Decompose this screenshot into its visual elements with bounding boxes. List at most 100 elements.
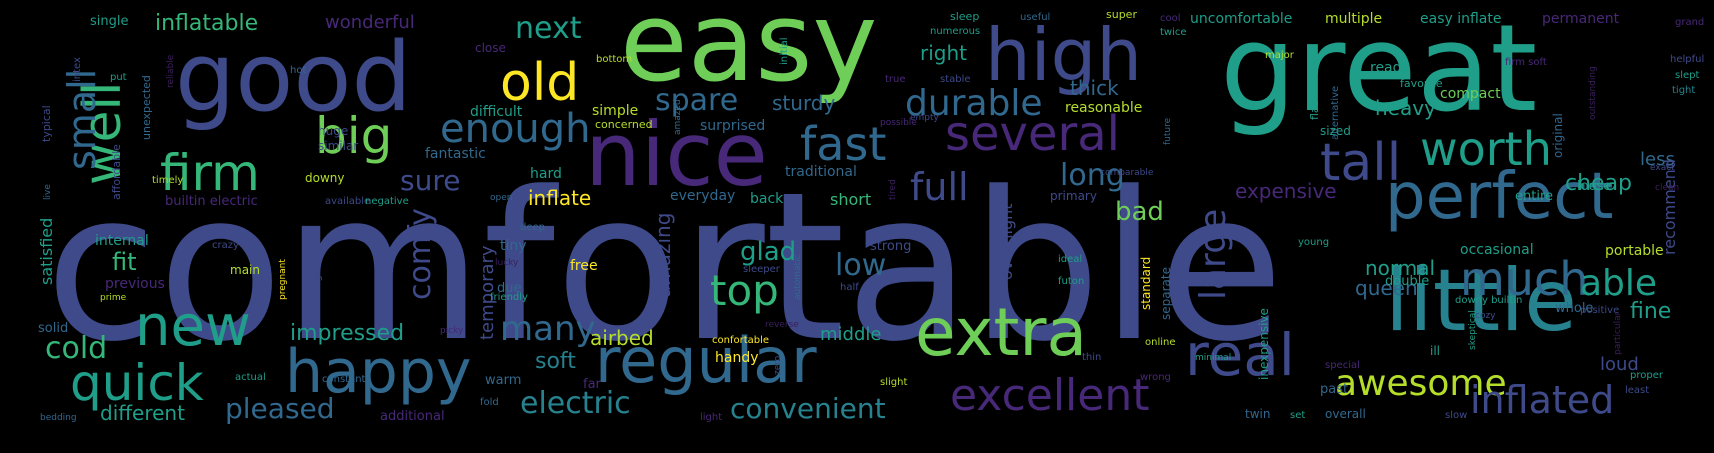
word-easy-inflate: easy inflate xyxy=(1420,11,1501,27)
word-fine: fine xyxy=(1630,299,1671,324)
word-super: super xyxy=(1106,8,1137,21)
word-next: next xyxy=(515,11,582,46)
word-prime: prime xyxy=(100,293,127,303)
word-excellent: excellent xyxy=(950,370,1149,421)
word-glad: glad xyxy=(740,237,796,267)
word-due: due xyxy=(497,281,522,296)
word-different: different xyxy=(100,401,185,425)
word-affordable: affordable xyxy=(110,144,123,200)
word-full: full xyxy=(910,165,969,209)
word-automatic: automatic xyxy=(793,254,803,300)
word-ready: ready xyxy=(1370,60,1410,76)
word-possible: possible xyxy=(880,118,917,128)
word-large: large xyxy=(1193,209,1234,300)
word-main: main xyxy=(230,263,260,277)
word-alternative: alternative xyxy=(1330,86,1341,140)
word-occasional: occasional xyxy=(1460,242,1534,258)
word-portable: portable xyxy=(1605,243,1664,259)
word-difficult: difficult xyxy=(470,104,523,120)
word-sleep: sleep xyxy=(950,10,979,23)
word-middle: middle xyxy=(820,324,881,345)
word-tall: tall xyxy=(1320,133,1401,193)
word-little: little xyxy=(1385,251,1577,351)
word-timely: timely xyxy=(152,175,183,186)
word-unexpected: unexpected xyxy=(140,75,153,140)
word-bottom: bottom xyxy=(596,54,632,65)
word-reverse: reverse xyxy=(765,320,799,330)
word-twin: twin xyxy=(1245,407,1270,421)
word-sturdy: sturdy xyxy=(772,91,836,115)
word-able: able xyxy=(1580,263,1657,304)
word-thin: thin xyxy=(1082,352,1101,363)
word-electric: electric xyxy=(520,386,631,421)
word-solid: solid xyxy=(38,321,68,336)
word-past: past xyxy=(1320,382,1348,397)
word-stable: stable xyxy=(940,74,971,85)
word-many: many xyxy=(500,309,596,349)
word-available: available xyxy=(325,196,370,207)
word-builtin-electric: builtin electric xyxy=(165,194,258,209)
word-grand: grand xyxy=(1675,17,1704,28)
word-reasonable: reasonable xyxy=(1065,100,1142,116)
word-cold: cold xyxy=(45,331,107,366)
word-slept: slept xyxy=(1675,70,1699,81)
word-comfy: comfy xyxy=(403,208,438,300)
word-convenient: convenient xyxy=(730,392,886,425)
word-minimal: minimal xyxy=(1195,353,1231,363)
word-extra: extra xyxy=(915,294,1087,371)
word-friendly: friendly xyxy=(490,292,528,303)
word-outstanding: outstanding xyxy=(1588,66,1598,120)
word-twice: twice xyxy=(1160,27,1187,38)
word-open: open xyxy=(490,193,512,203)
word-long: long xyxy=(1060,158,1125,193)
word-internal: internal xyxy=(95,233,149,249)
word-wonderful: wonderful xyxy=(325,12,415,33)
word-slow: slow xyxy=(1445,410,1467,421)
word-firm-soft: firm soft xyxy=(1505,57,1547,68)
word-everyday: everyday xyxy=(670,188,735,204)
word-loose: loose xyxy=(1577,179,1611,194)
word-young: young xyxy=(1298,237,1329,248)
word-quick: quick xyxy=(70,354,204,412)
word-pregnant: pregnant xyxy=(278,259,288,300)
word-well: well xyxy=(73,82,133,185)
word-tired: tired xyxy=(888,179,898,200)
word-picky: picky xyxy=(440,326,464,336)
word-cozy: cozy xyxy=(1475,311,1496,321)
word-real: real xyxy=(1185,321,1295,389)
word-wrong: wrong xyxy=(1140,372,1171,383)
word-recommend: recommend xyxy=(1660,159,1679,255)
word-amazed: amazed xyxy=(673,99,683,135)
word-helpful: helpful xyxy=(1670,54,1704,65)
word-inexpensive: inexpensive xyxy=(1257,308,1271,380)
word-typical: typical xyxy=(40,105,53,142)
word-proper: proper xyxy=(1630,370,1664,381)
word-awesome: awesome xyxy=(1335,363,1507,404)
word-major: major xyxy=(1265,50,1295,61)
word-sized: sized xyxy=(1320,124,1351,138)
word-temporary: temporary xyxy=(477,245,498,340)
word-lucky: lucky xyxy=(495,258,519,268)
word-cheap: cheap xyxy=(1565,171,1632,196)
word-less: less xyxy=(1640,149,1675,170)
word-surprised: surprised xyxy=(700,118,765,134)
word-numerous: numerous xyxy=(930,26,980,37)
word-intex: intex xyxy=(72,57,83,82)
word-free: free xyxy=(570,258,598,274)
word-normal: normal xyxy=(1365,256,1435,280)
word-good: good xyxy=(175,23,412,133)
word-big: big xyxy=(315,107,392,165)
word-future: future xyxy=(1163,117,1173,145)
word-inflate: inflate xyxy=(528,186,591,210)
word-put: put xyxy=(110,72,127,83)
word-overall: overall xyxy=(1325,407,1366,421)
word-online: online xyxy=(1145,337,1176,348)
word-reliable: reliable xyxy=(166,54,176,88)
word-particular: particular xyxy=(1613,311,1623,355)
word-initial: initial xyxy=(779,38,790,66)
word-true: true xyxy=(885,74,906,85)
word-handy: handy xyxy=(715,350,759,366)
word-least: least xyxy=(1625,385,1649,396)
word-additional: additional xyxy=(380,409,445,424)
